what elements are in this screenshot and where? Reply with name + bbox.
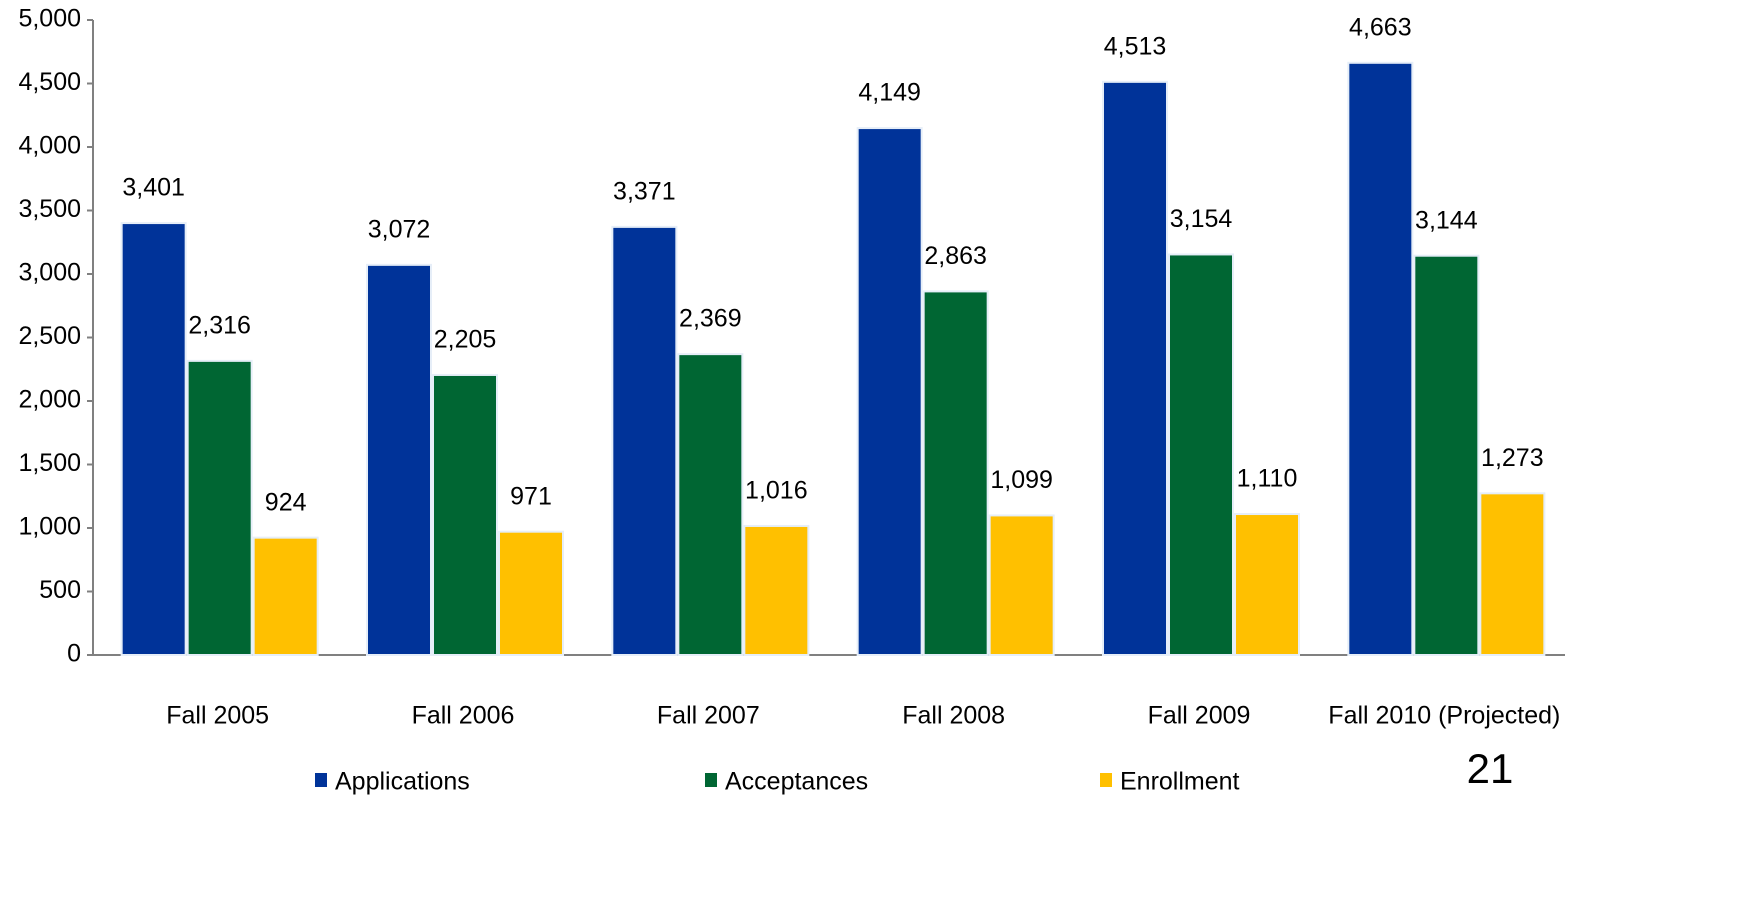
value-label: 2,369 bbox=[679, 305, 742, 333]
y-tick-label: 1,500 bbox=[18, 449, 81, 477]
value-label: 3,072 bbox=[368, 215, 431, 243]
value-label: 2,205 bbox=[434, 326, 497, 354]
value-label: 1,099 bbox=[990, 466, 1053, 494]
x-tick-label: Fall 2009 bbox=[1148, 702, 1251, 730]
bar bbox=[856, 127, 923, 656]
y-tick-label: 2,500 bbox=[18, 322, 81, 350]
y-tick-label: 4,000 bbox=[18, 132, 81, 160]
y-tick-label: 2,000 bbox=[18, 386, 81, 414]
bar bbox=[366, 263, 432, 656]
x-tick-label: Fall 2008 bbox=[902, 702, 1005, 730]
y-tick-label: 3,000 bbox=[18, 259, 81, 287]
value-label: 4,513 bbox=[1104, 32, 1167, 60]
bar bbox=[432, 373, 498, 656]
legend-label: Acceptances bbox=[725, 768, 868, 796]
legend-label: Enrollment bbox=[1120, 768, 1240, 796]
y-tick-label: 1,000 bbox=[18, 513, 81, 541]
value-label: 3,371 bbox=[613, 177, 676, 205]
bar bbox=[1479, 492, 1546, 657]
bar bbox=[988, 514, 1055, 656]
value-label: 924 bbox=[265, 488, 307, 516]
legend-swatch bbox=[315, 773, 327, 787]
value-label: 2,316 bbox=[188, 311, 251, 339]
value-label: 1,110 bbox=[1237, 465, 1298, 493]
bar bbox=[611, 225, 678, 656]
value-label: 1,273 bbox=[1481, 444, 1544, 472]
value-label: 2,863 bbox=[924, 242, 987, 270]
bar bbox=[677, 353, 744, 656]
bar bbox=[1168, 253, 1234, 657]
bar bbox=[120, 222, 187, 656]
bar bbox=[186, 359, 253, 656]
bar bbox=[743, 524, 810, 657]
bar bbox=[1413, 254, 1480, 656]
bar bbox=[1347, 61, 1414, 656]
y-tick-label: 5,000 bbox=[18, 5, 81, 33]
value-label: 4,663 bbox=[1349, 13, 1412, 41]
value-label: 3,401 bbox=[122, 174, 185, 202]
value-label: 3,144 bbox=[1415, 206, 1478, 234]
value-label: 971 bbox=[510, 482, 552, 510]
page-number: 21 bbox=[1467, 745, 1514, 792]
bar bbox=[1234, 513, 1300, 657]
legend-swatch bbox=[705, 773, 717, 787]
value-label: 3,154 bbox=[1170, 205, 1233, 233]
value-label: 4,149 bbox=[858, 79, 921, 107]
x-tick-label: Fall 2010 (Projected) bbox=[1328, 702, 1560, 730]
bar bbox=[252, 536, 319, 656]
x-tick-label: Fall 2005 bbox=[166, 702, 269, 730]
x-tick-label: Fall 2007 bbox=[657, 702, 760, 730]
x-tick-label: Fall 2006 bbox=[412, 702, 515, 730]
legend-swatch bbox=[1100, 773, 1112, 787]
bar bbox=[1102, 80, 1168, 656]
y-tick-label: 4,500 bbox=[18, 68, 81, 96]
bar bbox=[922, 290, 989, 656]
y-tick-label: 500 bbox=[39, 576, 81, 604]
y-tick-label: 3,500 bbox=[18, 195, 81, 223]
value-label: 1,016 bbox=[745, 477, 808, 505]
bar bbox=[498, 530, 564, 656]
legend-label: Applications bbox=[335, 768, 470, 796]
y-tick-label: 0 bbox=[67, 640, 81, 668]
